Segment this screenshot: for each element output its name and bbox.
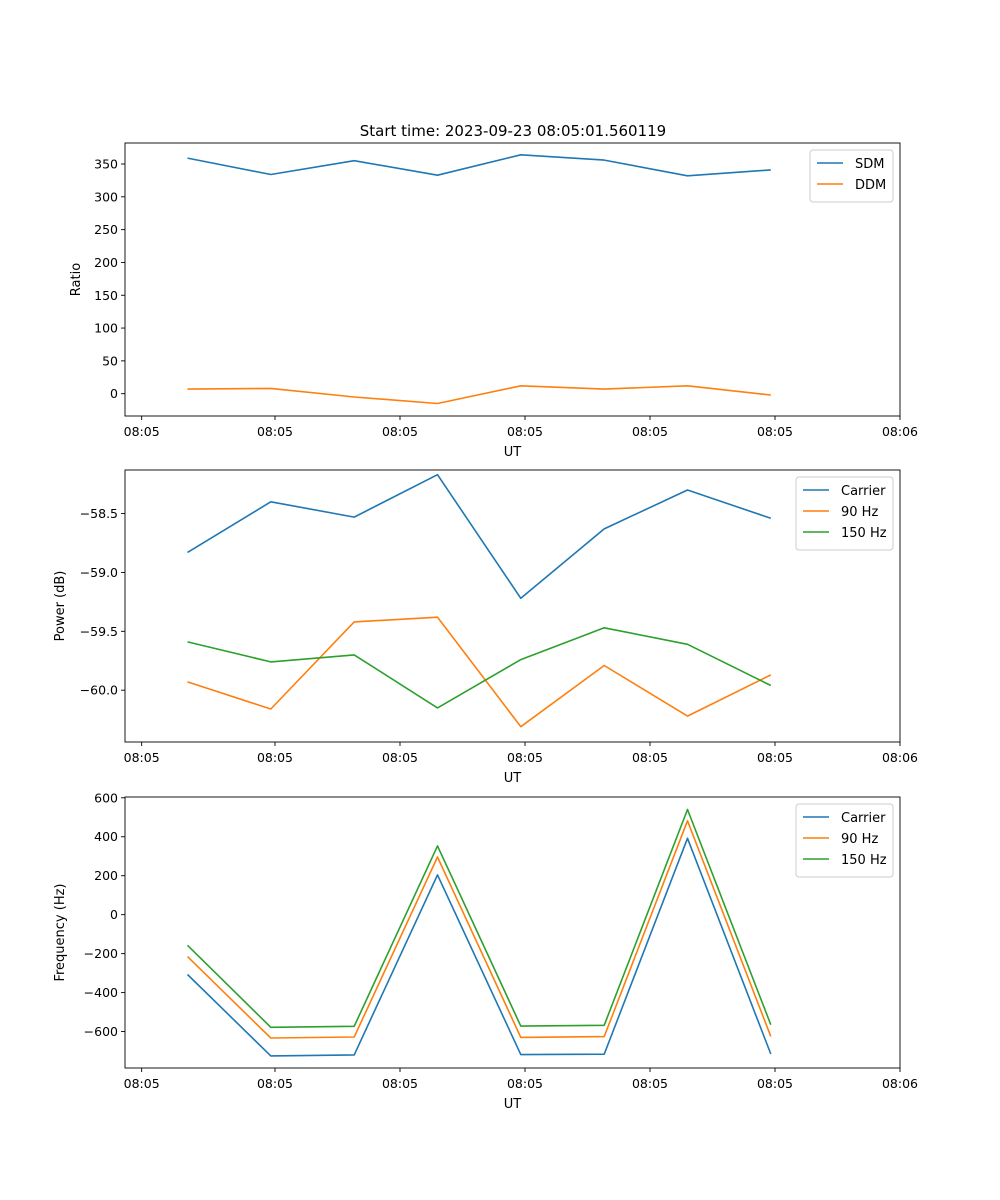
- y-tick-label: 300: [94, 189, 118, 204]
- x-axis-label: UT: [504, 771, 522, 786]
- x-tick-label: 08:06: [882, 424, 918, 439]
- legend-label: 90 Hz: [841, 832, 878, 847]
- panel-1: 08:05 08:05 08:05 08:05 08:05 08:05 08:06 0 50 10…: [69, 142, 918, 460]
- series-line-90-hz: [187, 616, 772, 728]
- x-tick-label: 08:05: [124, 424, 160, 439]
- y-axis-label: Power (dB): [53, 571, 68, 642]
- y-tick-label: 600: [94, 790, 118, 805]
- x-tick-label: 08:05: [124, 1076, 160, 1091]
- legend: SDM DDM: [809, 149, 894, 203]
- x-tick-label: 08:05: [757, 424, 793, 439]
- y-tick-label: 150: [94, 288, 118, 303]
- legend: Carrier 90 Hz 150 Hz: [795, 803, 894, 878]
- series-line-carrier: [187, 473, 772, 600]
- x-axis-label: UT: [504, 1097, 522, 1112]
- x-tick-label: 08:05: [507, 424, 543, 439]
- x-axis-label: UT: [504, 445, 522, 460]
- y-tick-label: 250: [94, 222, 118, 237]
- x-tick-label: 08:06: [882, 1076, 918, 1091]
- series-line-150-hz: [187, 626, 772, 709]
- legend-label: DDM: [855, 178, 886, 193]
- y-tick-label: 50: [102, 353, 118, 368]
- y-tick-label: −59.0: [80, 565, 118, 580]
- y-tick-label: −200: [84, 946, 118, 961]
- x-tick-label: 08:05: [632, 424, 668, 439]
- legend-label: SDM: [855, 157, 884, 172]
- y-tick-label: 0: [110, 907, 118, 922]
- y-axis-label: Frequency (Hz): [53, 883, 68, 981]
- series-line-sdm: [187, 154, 771, 177]
- series-line-ddm: [187, 384, 771, 405]
- figure-title: Start time: 2023-09-23 08:05:01.560119: [360, 122, 666, 140]
- y-tick-label: 200: [94, 255, 118, 270]
- x-tick-label: 08:05: [257, 1076, 293, 1091]
- panels: 08:05 08:05 08:05 08:05 08:05 08:05 08:06 0 50 10…: [53, 142, 918, 1112]
- y-tick-label: 350: [94, 157, 118, 172]
- series-line-90-hz: [186, 819, 772, 1039]
- legend-label: Carrier: [841, 484, 886, 499]
- x-tick-label: 08:05: [507, 1076, 543, 1091]
- y-tick-label: −58.5: [80, 506, 118, 521]
- x-tick-label: 08:05: [507, 750, 543, 765]
- x-tick-label: 08:05: [382, 424, 418, 439]
- x-tick-label: 08:05: [632, 750, 668, 765]
- x-tick-label: 08:05: [257, 750, 293, 765]
- x-tick-label: 08:05: [757, 750, 793, 765]
- panel-3: 08:05 08:05 08:05 08:05 08:05 08:05 08:06 −600 −…: [53, 790, 918, 1112]
- y-tick-label: 0: [110, 386, 118, 401]
- axes-frame: [124, 469, 901, 743]
- y-tick-label: −60.0: [80, 683, 118, 698]
- panel-2: 08:05 08:05 08:05 08:05 08:05 08:05 08:06 −60.0…: [53, 469, 918, 786]
- legend-label: 150 Hz: [841, 853, 887, 868]
- x-tick-label: 08:05: [257, 424, 293, 439]
- legend-label: 150 Hz: [841, 526, 887, 541]
- y-tick-label: 200: [94, 868, 118, 883]
- x-tick-label: 08:06: [882, 750, 918, 765]
- x-tick-label: 08:05: [382, 1076, 418, 1091]
- series-line-150-hz: [186, 808, 772, 1029]
- x-tick-label: 08:05: [757, 1076, 793, 1091]
- y-tick-label: −600: [84, 1024, 118, 1039]
- x-tick-label: 08:05: [124, 750, 160, 765]
- legend-label: 90 Hz: [841, 505, 878, 520]
- y-tick-label: −59.5: [80, 624, 118, 639]
- legend: Carrier 90 Hz 150 Hz: [795, 476, 894, 551]
- x-tick-label: 08:05: [632, 1076, 668, 1091]
- series-line-carrier: [186, 837, 772, 1057]
- axes-frame: [124, 796, 901, 1069]
- y-tick-label: 400: [94, 829, 118, 844]
- x-tick-label: 08:05: [382, 750, 418, 765]
- legend-label: Carrier: [841, 811, 886, 826]
- y-axis-label: Ratio: [69, 263, 84, 296]
- y-tick-label: 100: [94, 321, 118, 336]
- y-tick-label: −400: [84, 985, 118, 1000]
- axes-frame: [124, 142, 901, 417]
